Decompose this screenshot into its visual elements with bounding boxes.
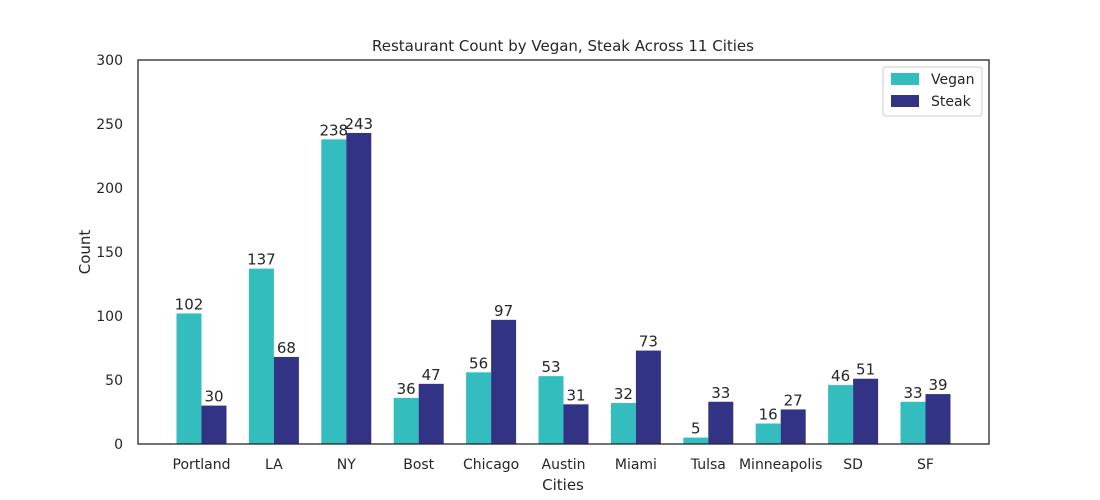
y-tick-label: 0: [114, 437, 123, 453]
bar-vegan-tulsa: [683, 437, 709, 444]
bar-steak-sd: [853, 378, 879, 444]
value-label-vegan-miami: 32: [614, 385, 633, 403]
value-label-vegan-la: 137: [247, 251, 276, 269]
value-label-vegan-chicago: 56: [469, 354, 488, 372]
value-label-steak-chicago: 97: [494, 302, 513, 320]
x-tick-label: Austin: [542, 457, 586, 473]
value-label-vegan-bost: 36: [397, 380, 416, 398]
y-tick-label: 100: [96, 309, 123, 325]
value-label-steak-sf: 39: [928, 376, 947, 394]
bar-steak-minneapolis: [780, 409, 806, 444]
legend-swatch-steak: [891, 95, 919, 107]
value-label-vegan-austin: 53: [541, 358, 560, 376]
bar-vegan-austin: [538, 376, 564, 444]
bar-vegan-miami: [610, 403, 636, 444]
value-label-steak-ny: 243: [344, 115, 373, 133]
y-tick-label: 250: [96, 117, 123, 133]
legend-label-vegan: Vegan: [931, 72, 974, 88]
bar-vegan-portland: [176, 313, 202, 444]
value-label-steak-la: 68: [277, 339, 296, 357]
bars-group: [176, 132, 951, 445]
x-tick-label: SD: [843, 457, 863, 473]
bar-vegan-chicago: [466, 372, 492, 444]
legend: Vegan Steak: [882, 66, 983, 117]
value-label-steak-austin: 31: [566, 386, 585, 404]
x-tick-label: NY: [337, 457, 356, 473]
legend-label-steak: Steak: [931, 94, 972, 110]
bar-steak-chicago: [491, 319, 517, 444]
y-axis-label: Count: [76, 230, 94, 275]
bar-steak-sf: [925, 394, 951, 444]
value-label-steak-tulsa: 33: [711, 384, 730, 402]
x-axis: Portland LA NY Bost Chicago Austin Miami Tulsa M…: [173, 457, 934, 473]
value-label-vegan-sd: 46: [831, 367, 850, 385]
x-tick-label: LA: [265, 457, 283, 473]
y-tick-label: 150: [96, 245, 123, 261]
value-label-vegan-tulsa: 5: [691, 420, 701, 438]
x-tick-label: Bost: [403, 457, 434, 473]
x-tick-label: Minneapolis: [739, 457, 822, 473]
value-label-steak-minneapolis: 27: [784, 391, 803, 409]
bar-steak-miami: [635, 350, 661, 444]
bar-steak-tulsa: [708, 401, 734, 444]
bar-vegan-minneapolis: [755, 423, 781, 444]
value-label-steak-sd: 51: [856, 361, 875, 379]
chart-title: Restaurant Count by Vegan, Steak Across …: [372, 37, 754, 55]
y-tick-label: 200: [96, 181, 123, 197]
bar-steak-ny: [346, 132, 372, 444]
value-label-steak-portland: 30: [204, 388, 223, 406]
bar-steak-bost: [418, 383, 444, 444]
value-label-steak-bost: 47: [422, 366, 441, 384]
y-tick-label: 300: [96, 53, 123, 69]
legend-swatch-vegan: [891, 73, 919, 85]
x-tick-label: SF: [917, 457, 934, 473]
bar-vegan-ny: [321, 139, 347, 445]
x-tick-label: Portland: [173, 457, 231, 473]
value-label-vegan-minneapolis: 16: [759, 406, 778, 424]
bar-vegan-la: [248, 268, 274, 444]
y-tick-label: 50: [105, 373, 123, 389]
x-tick-label: Tulsa: [690, 457, 726, 473]
x-axis-label: Cities: [542, 476, 584, 494]
value-label-vegan-ny: 238: [319, 121, 348, 139]
x-tick-label: Chicago: [463, 457, 519, 473]
bar-vegan-bost: [393, 397, 419, 444]
bar-steak-austin: [563, 404, 589, 444]
value-label-vegan-portland: 102: [175, 295, 204, 313]
y-axis: 0 50 100 150 200 250 300: [96, 53, 123, 453]
x-tick-label: Miami: [615, 457, 657, 473]
value-label-vegan-sf: 33: [903, 384, 922, 402]
value-label-steak-miami: 73: [639, 333, 658, 351]
bar-vegan-sd: [828, 385, 854, 444]
bar-steak-portland: [201, 405, 227, 444]
bar-vegan-sf: [900, 401, 926, 444]
bar-steak-la: [273, 356, 299, 444]
plot-frame: [137, 59, 990, 445]
